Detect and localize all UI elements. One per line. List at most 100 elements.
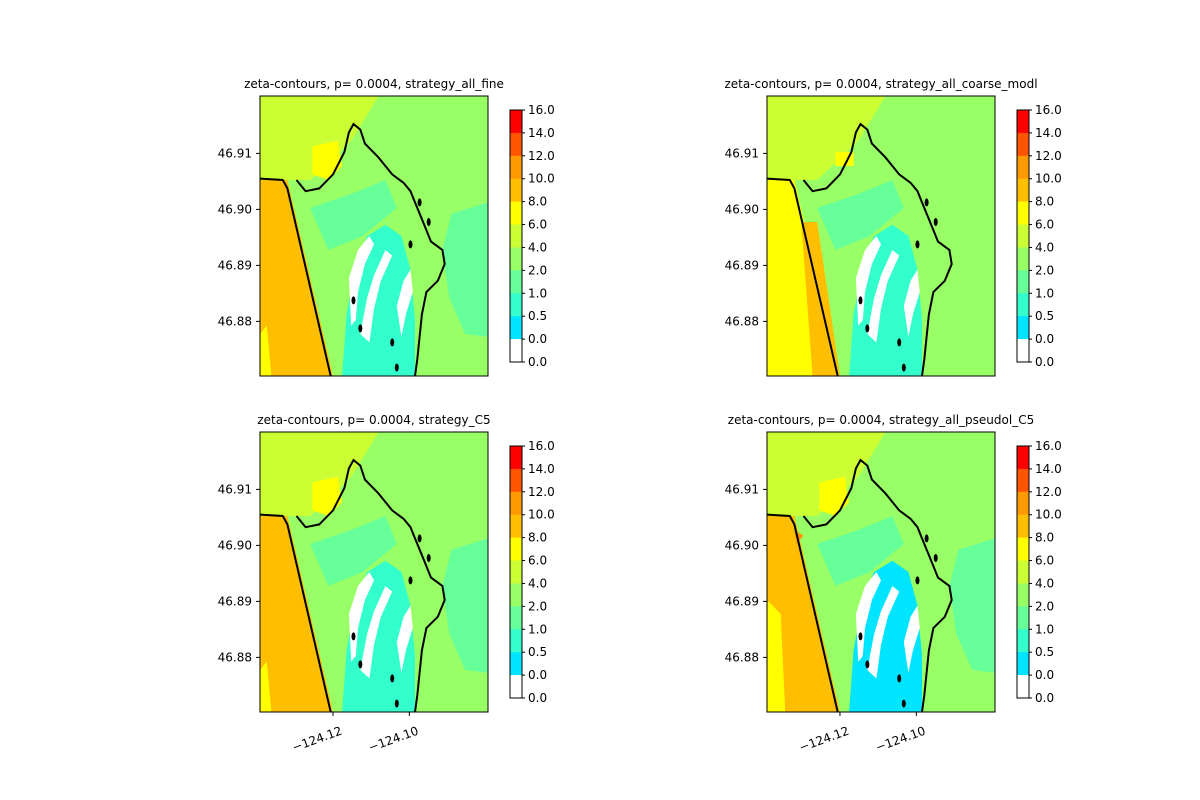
colorbar-band	[1017, 293, 1029, 317]
y-tick-label: 46.89	[218, 258, 252, 272]
contour-fill-dry	[903, 269, 920, 337]
colorbar-tick-label: 6.0	[528, 554, 547, 568]
contour-fill-west	[767, 516, 840, 712]
colorbar-band	[510, 675, 522, 699]
islet	[858, 632, 863, 641]
colorbar: 16.0 14.0 12.0 10.0 8.0 6.0 4.0 2.0 1.0 0.5 0.0 0.0	[1016, 103, 1062, 369]
colorbar-band	[510, 178, 522, 203]
colorbar-band	[510, 247, 522, 271]
y-tick-label: 46.90	[725, 538, 759, 552]
coastline	[295, 122, 446, 376]
contour-fill-nw	[767, 432, 886, 516]
colorbar-band	[510, 201, 522, 226]
islet	[351, 632, 356, 641]
colorbar-tick-label: 14.0	[528, 126, 555, 140]
colorbar-tick-label: 1.0	[528, 622, 547, 636]
contour-fill-dry	[867, 250, 900, 343]
contour-fill-dry	[903, 605, 920, 673]
colorbar-tick-label: 6.0	[1035, 554, 1054, 568]
islet	[426, 218, 431, 226]
y-tick-label: 46.91	[725, 146, 759, 160]
colorbar-band	[1017, 270, 1029, 294]
colorbar-tick-label: 2.0	[1035, 599, 1054, 613]
y-tick-label: 46.90	[725, 202, 759, 216]
colorbar: 16.0 14.0 12.0 10.0 8.0 6.0 4.0 2.0 1.0 0.5 0.0 0.0	[509, 439, 555, 705]
shoreline	[767, 177, 839, 376]
colorbar-tick-label: 2.0	[528, 599, 547, 613]
colorbar-frame	[509, 109, 523, 363]
y-tick-label: 46.89	[218, 594, 252, 608]
colorbar-band	[1017, 537, 1029, 562]
contour-fill-shoal	[310, 180, 397, 250]
panel-2: zeta-contours, p= 0.0004, strategy_all_c…	[724, 77, 1062, 377]
colorbar-band	[1017, 155, 1029, 180]
contour-fill-east	[442, 202, 488, 337]
x-tick-label: −124.12	[290, 724, 344, 755]
colorbar-band	[510, 606, 522, 630]
colorbar-band	[1017, 560, 1029, 584]
y-tick-label: 46.89	[725, 594, 759, 608]
y-tick-label: 46.91	[218, 146, 252, 160]
colorbar-tick-label: 0.0	[528, 668, 547, 682]
colorbar-band	[1017, 675, 1029, 699]
contour-fill-shoal	[817, 516, 904, 586]
colorbar-tick-label: 8.0	[1035, 195, 1054, 209]
colorbar-frame	[1016, 109, 1030, 363]
shoreline	[767, 513, 839, 712]
y-tick-label: 46.88	[218, 650, 252, 664]
contour-fill-dry	[855, 236, 881, 326]
colorbar-band	[510, 224, 522, 248]
colorbar-tick-label: 0.5	[1035, 309, 1054, 323]
colorbar-band	[1017, 652, 1029, 676]
colorbar: 16.0 14.0 12.0 10.0 8.0 6.0 4.0 2.0 1.0 0.5 0.0 0.0	[1016, 439, 1062, 705]
contour-fill-dry	[360, 250, 393, 343]
colorbar-tick-label: 1.0	[528, 286, 547, 300]
islet	[901, 363, 906, 372]
colorbar-tick-label: 0.5	[528, 645, 547, 659]
islet	[858, 296, 863, 305]
colorbar-tick-label: 4.0	[528, 240, 547, 254]
islet	[408, 576, 413, 585]
colorbar-tick-label: 16.0	[528, 439, 555, 453]
contour-fill-dry	[348, 236, 374, 326]
colorbar-band	[1017, 132, 1029, 157]
panel-title: zeta-contours, p= 0.0004, strategy_all_p…	[728, 413, 1034, 427]
colorbar-tick-label: 0.0	[528, 691, 547, 705]
islet	[915, 576, 920, 585]
colorbar-band	[1017, 583, 1029, 607]
axes-frame	[766, 431, 996, 713]
panel-title: zeta-contours, p= 0.0004, strategy_C5	[257, 413, 490, 427]
colorbar-tick-label: 6.0	[528, 218, 547, 232]
colorbar-tick-label: 6.0	[1035, 218, 1054, 232]
colorbar-band	[1017, 201, 1029, 226]
contour-fill-dry	[855, 572, 881, 662]
colorbar-band	[510, 629, 522, 653]
colorbar-tick-label: 10.0	[1035, 172, 1062, 186]
colorbar-tick-label: 0.0	[1035, 668, 1054, 682]
colorbar-tick-label: 4.0	[1035, 576, 1054, 590]
colorbar-band	[510, 491, 522, 516]
y-tick-label: 46.89	[725, 258, 759, 272]
contour-fill-dry	[348, 572, 374, 662]
contour-fill-east	[949, 538, 995, 673]
colorbar-band	[510, 514, 522, 539]
colorbar-tick-label: 0.5	[528, 309, 547, 323]
colorbar-band	[510, 132, 522, 157]
contour-fill-shoal	[817, 180, 904, 250]
islet	[394, 363, 399, 372]
colorbar-tick-label: 1.0	[1035, 622, 1054, 636]
colorbar-tick-label: 0.0	[1035, 691, 1054, 705]
y-tick-label: 46.88	[725, 314, 759, 328]
contour-fill-west	[260, 180, 333, 376]
contour-fill-nw	[260, 432, 379, 516]
colorbar-tick-label: 16.0	[1035, 439, 1062, 453]
colorbar-band	[1017, 224, 1029, 248]
shoreline	[260, 513, 332, 712]
colorbar-band	[1017, 606, 1029, 630]
coastline	[802, 458, 953, 712]
colorbar-band	[510, 537, 522, 562]
contour-fill-east	[949, 202, 995, 337]
colorbar-band	[1017, 339, 1029, 363]
colorbar-tick-label: 14.0	[1035, 462, 1062, 476]
